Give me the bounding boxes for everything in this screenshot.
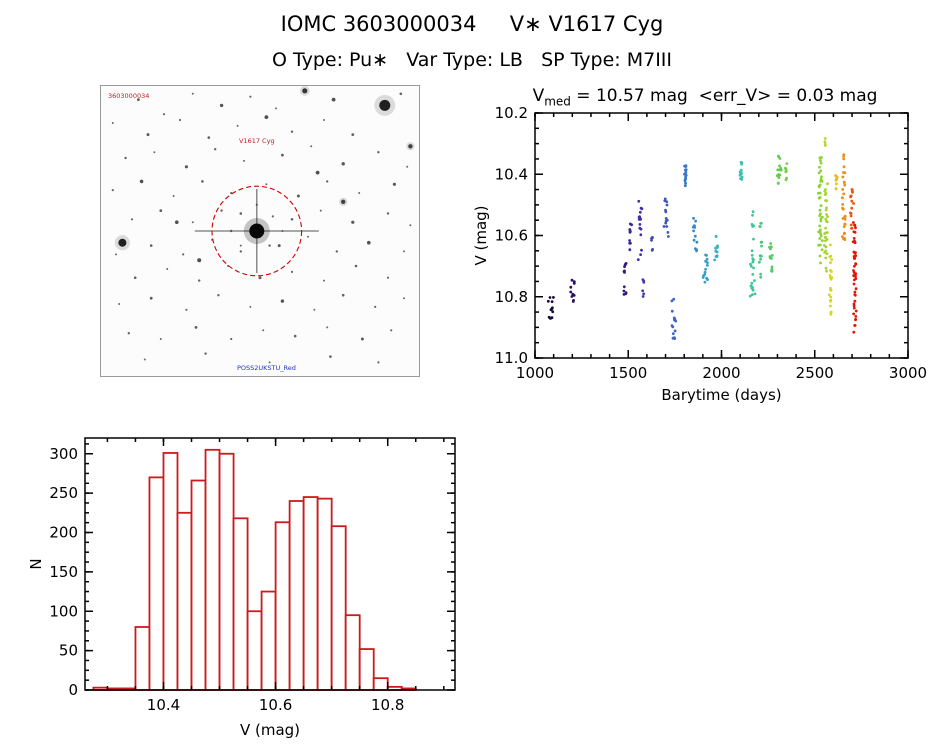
y-tick-label: 11.0 bbox=[495, 349, 528, 367]
target-name-label: V1617 Cyg bbox=[239, 137, 275, 145]
y-tick-label: 150 bbox=[49, 563, 78, 581]
chart-id-label: 3603000034 bbox=[108, 92, 149, 100]
axes bbox=[534, 112, 909, 359]
histogram-bar bbox=[232, 517, 249, 691]
y-tick-label: 50 bbox=[59, 642, 78, 660]
histogram-bar bbox=[134, 626, 151, 691]
finding-chart-image: 3603000034 V1617 Cyg POSS2UKSTU_Red bbox=[100, 85, 420, 377]
y-tick-label: 250 bbox=[49, 484, 78, 502]
title-subscript: med bbox=[544, 94, 571, 109]
histogram-bar bbox=[330, 525, 347, 691]
histogram-bar bbox=[316, 497, 333, 691]
histogram-bar bbox=[260, 590, 277, 691]
x-tick-label: 10.8 bbox=[371, 696, 404, 714]
axes bbox=[84, 437, 456, 691]
histogram-bar bbox=[162, 452, 179, 691]
x-tick-label: 10.4 bbox=[147, 696, 180, 714]
x-axis-label: Barytime (days) bbox=[661, 386, 781, 404]
magnitude-histogram-plot: 10.4 10.6 10.8 0 50 100 150 200 250 300 V (mag) N bbox=[27, 437, 456, 739]
y-axis-label: N bbox=[27, 558, 45, 569]
page-title: IOMC 3603000034 V∗ V1617 Cyg bbox=[280, 12, 664, 36]
lightcurve-plot: 1000 1500 2000 2500 3000 10.2 10.4 10.6 10.8 11.0… bbox=[472, 105, 927, 404]
x-tick-label: 2500 bbox=[796, 364, 834, 382]
histogram-bar bbox=[302, 496, 319, 691]
target-star bbox=[194, 189, 319, 273]
y-tick-label: 100 bbox=[49, 602, 78, 620]
histogram-bar bbox=[176, 511, 193, 691]
lightcurve-points bbox=[546, 137, 858, 340]
y-tick-label: 10.2 bbox=[495, 105, 528, 122]
histogram-bar bbox=[344, 614, 361, 691]
y-tick-label: 200 bbox=[49, 524, 78, 542]
histogram-bar bbox=[218, 452, 235, 691]
histogram-bar bbox=[204, 448, 221, 691]
y-axis-label: V (mag) bbox=[472, 205, 490, 265]
x-tick-label: 3000 bbox=[889, 364, 927, 382]
y-tick-label: 0 bbox=[68, 681, 78, 699]
title-text: = 10.57 mag <err_V> = 0.03 mag bbox=[570, 86, 878, 106]
star-field bbox=[111, 85, 415, 364]
x-tick-label: 2000 bbox=[702, 364, 740, 382]
histogram-bar bbox=[246, 610, 263, 691]
histogram-bars bbox=[92, 448, 417, 691]
page-subtitle: O Type: Pu∗ Var Type: LB SP Type: M7III bbox=[271, 49, 673, 71]
histogram-bar bbox=[148, 476, 165, 691]
histogram-bar bbox=[274, 521, 291, 691]
lightcurve-stats-title: Vmed = 10.57 mag <err_V> = 0.03 mag bbox=[480, 86, 930, 108]
y-tick-label: 10.4 bbox=[495, 165, 528, 183]
x-axis-label: V (mag) bbox=[240, 721, 300, 739]
histogram-bar bbox=[190, 479, 207, 691]
x-tick-label: 1500 bbox=[609, 364, 647, 382]
survey-label: POSS2UKSTU_Red bbox=[237, 364, 296, 372]
histogram-bar bbox=[372, 677, 389, 691]
x-tick-label: 1000 bbox=[516, 364, 554, 382]
title-text: V bbox=[532, 86, 545, 106]
histogram-bar bbox=[358, 648, 375, 691]
y-tick-label: 10.8 bbox=[495, 288, 528, 306]
y-tick-label: 10.6 bbox=[495, 227, 528, 245]
target-circle-marker bbox=[211, 185, 303, 277]
x-tick-label: 10.6 bbox=[259, 696, 292, 714]
y-tick-label: 300 bbox=[49, 445, 78, 463]
histogram-bar bbox=[288, 500, 305, 691]
